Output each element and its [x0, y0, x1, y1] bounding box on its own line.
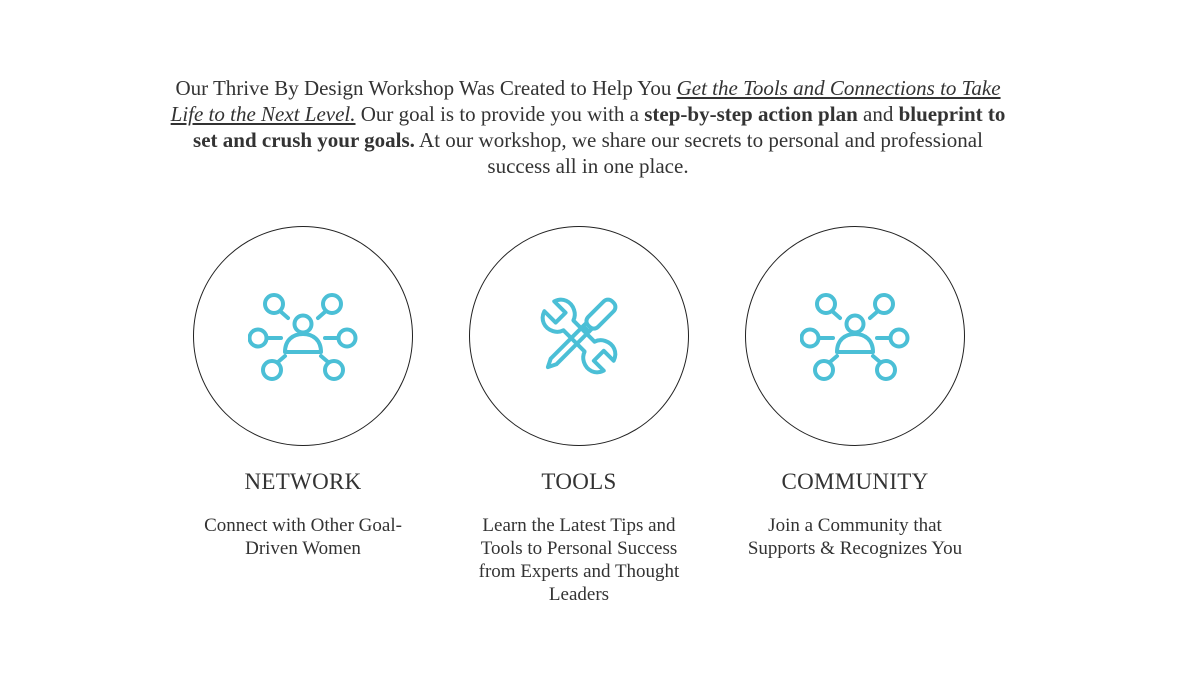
feature-network-circle[interactable]: [193, 226, 413, 446]
feature-network-title: NETWORK: [244, 469, 362, 494]
feature-tools-title: TOOLS: [541, 469, 617, 494]
feature-community-title: COMMUNITY: [781, 469, 929, 494]
intro-bold-1: step-by-step action plan: [644, 102, 858, 126]
feature-tools: TOOLS Learn the Latest Tips and Tools to…: [459, 226, 699, 606]
tools-icon: [540, 297, 618, 375]
community-icon: [800, 293, 910, 381]
feature-community-description: Join a Community that Supports & Recogni…: [747, 515, 963, 559]
intro-link[interactable]: Get the Tools and Connections to Take Li…: [170, 76, 1001, 126]
intro-paragraph: Our Thrive By Design Workshop Was Create…: [160, 75, 1016, 179]
intro-tail: At our workshop, we share our secrets to…: [414, 128, 983, 178]
intro-bold-2: blueprint to set and crush your goals.: [193, 102, 1006, 152]
feature-tools-description: Learn the Latest Tips and Tools to Perso…: [478, 515, 680, 605]
feature-tools-circle[interactable]: [469, 226, 689, 446]
network-icon: [248, 293, 358, 381]
feature-community-circle[interactable]: [745, 226, 965, 446]
feature-community: COMMUNITY Join a Community that Supports…: [735, 226, 975, 560]
feature-network-description: Connect with Other Goal-Driven Women: [204, 515, 402, 559]
features-section: NETWORK Connect with Other Goal-Driven W…: [0, 226, 1200, 626]
intro-mid-2: and: [857, 102, 899, 126]
feature-network: NETWORK Connect with Other Goal-Driven W…: [183, 226, 423, 560]
intro-lead: Our Thrive By Design Workshop Was Create…: [175, 76, 677, 100]
intro-mid-1: Our goal is to provide you with a: [355, 102, 645, 126]
